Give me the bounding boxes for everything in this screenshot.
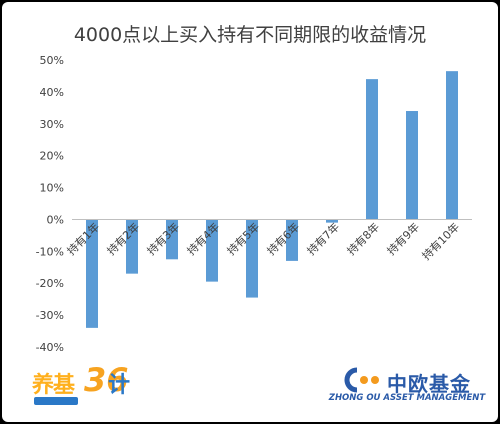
chart-title: 4000点以上买入持有不同期限的收益情况 <box>73 24 427 46</box>
y-tick-label: 10% <box>40 182 64 195</box>
zhongou-mark-icon <box>344 367 379 393</box>
bar <box>246 219 258 298</box>
y-tick-label: 50% <box>40 54 64 67</box>
bar <box>326 219 338 223</box>
zhongou-english-name: ZHONG OU ASSET MANAGEMENT <box>328 393 486 403</box>
logo-left-text-b: 36 <box>84 361 129 399</box>
bars-group <box>86 71 458 328</box>
x-tick-label: 持有8年 <box>344 220 382 258</box>
y-tick-label: 0% <box>47 213 64 226</box>
logo-left-text-c: 计 <box>108 373 131 398</box>
bar <box>406 111 418 220</box>
x-tick-label: 持有7年 <box>304 220 342 258</box>
y-tick-label: 30% <box>40 118 64 131</box>
bar <box>286 219 298 261</box>
logo-left-text-a: 养基 <box>32 373 75 398</box>
logo-left-badge <box>34 397 78 405</box>
x-tick-label: 持有9年 <box>384 220 422 258</box>
bar <box>366 79 378 220</box>
y-tick-label: -20% <box>36 277 64 290</box>
y-tick-label: -40% <box>36 341 64 354</box>
bar <box>206 219 218 282</box>
zhongou-logo: 中欧基金 ZHONG OU ASSET MANAGEMENT <box>327 367 487 409</box>
bar <box>446 71 458 220</box>
x-tick-label: 持有10年 <box>419 220 462 263</box>
y-tick-label: 20% <box>40 150 64 163</box>
bar <box>86 219 98 328</box>
x-axis-labels: 持有1年 持有2年 持有3年 持有4年 持有5年 持有6年 持有7年 持有8年 持有9年持有10… <box>64 220 462 263</box>
yangji-36-logo: 养基 36 计 <box>32 361 142 409</box>
y-tick-label: -10% <box>36 245 64 258</box>
bar <box>166 219 178 260</box>
y-tick-label: -30% <box>36 309 64 322</box>
y-tick-label: 40% <box>40 86 64 99</box>
bar <box>126 219 138 274</box>
y-axis: -40% -30% -20% -10% 0% 10% 20% 30% 40% 50% <box>36 54 64 354</box>
zhongou-name: 中欧基金 <box>387 372 471 396</box>
